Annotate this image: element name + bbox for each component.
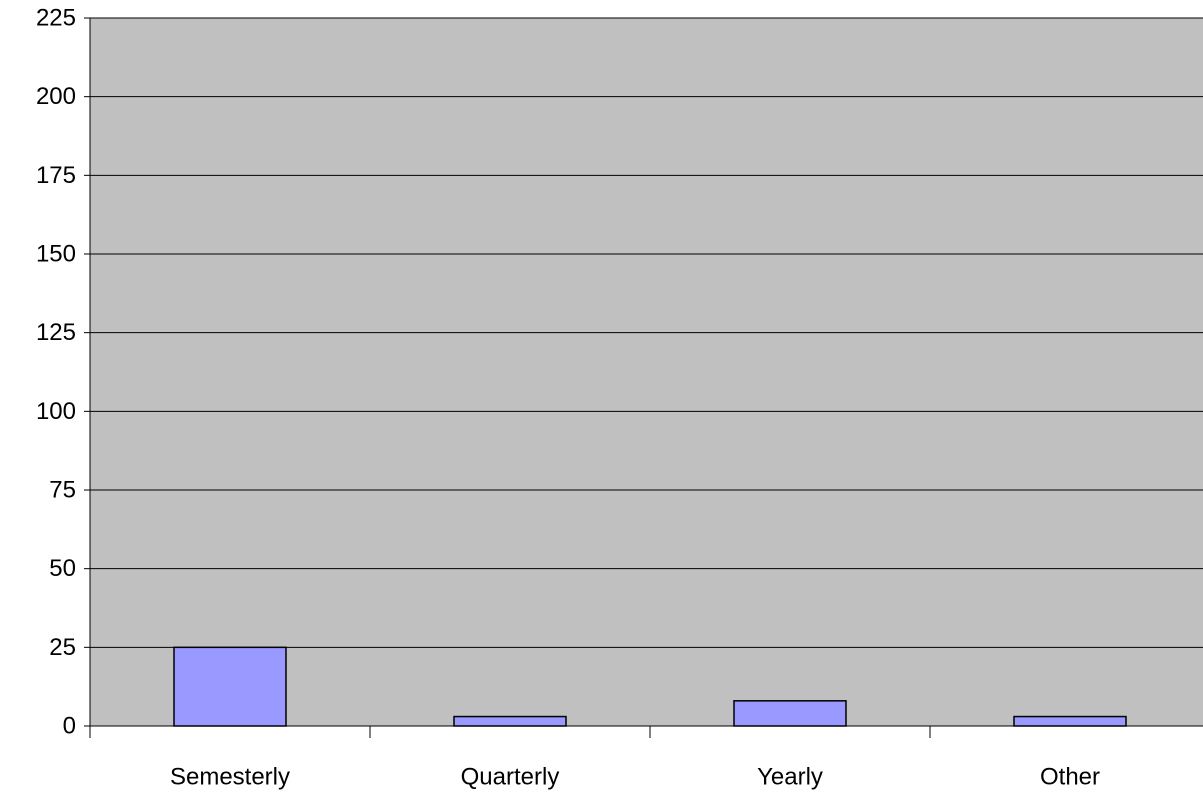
x-tick-label: Quarterly xyxy=(461,764,560,791)
x-axis: Semesterly Quarterly Yearly Other xyxy=(89,726,1100,791)
y-tick-label: 25 xyxy=(49,634,76,661)
bar-yearly xyxy=(733,700,847,727)
y-axis: 0 25 50 75 100 125 150 175 200 225 xyxy=(36,5,90,740)
x-tick-label: Other xyxy=(1040,764,1100,791)
y-tick-label: 0 xyxy=(63,713,76,740)
bar-semesterly xyxy=(173,646,287,727)
x-tick-label: Yearly xyxy=(757,764,823,791)
y-tick-label: 75 xyxy=(49,477,76,504)
bars xyxy=(173,646,1127,727)
y-tick-label: 100 xyxy=(36,398,76,425)
y-tick-label: 125 xyxy=(36,319,76,346)
y-tick-label: 225 xyxy=(36,5,76,32)
y-tick-label: 175 xyxy=(36,162,76,189)
y-tick-label: 50 xyxy=(49,555,76,582)
y-tick-label: 200 xyxy=(36,83,76,110)
gridlines xyxy=(90,17,1203,648)
bar-other xyxy=(1013,715,1127,727)
y-tick-label: 150 xyxy=(36,241,76,268)
plot-area xyxy=(90,18,1203,726)
x-tick-label: Semesterly xyxy=(170,764,290,791)
bar-quarterly xyxy=(453,715,567,727)
